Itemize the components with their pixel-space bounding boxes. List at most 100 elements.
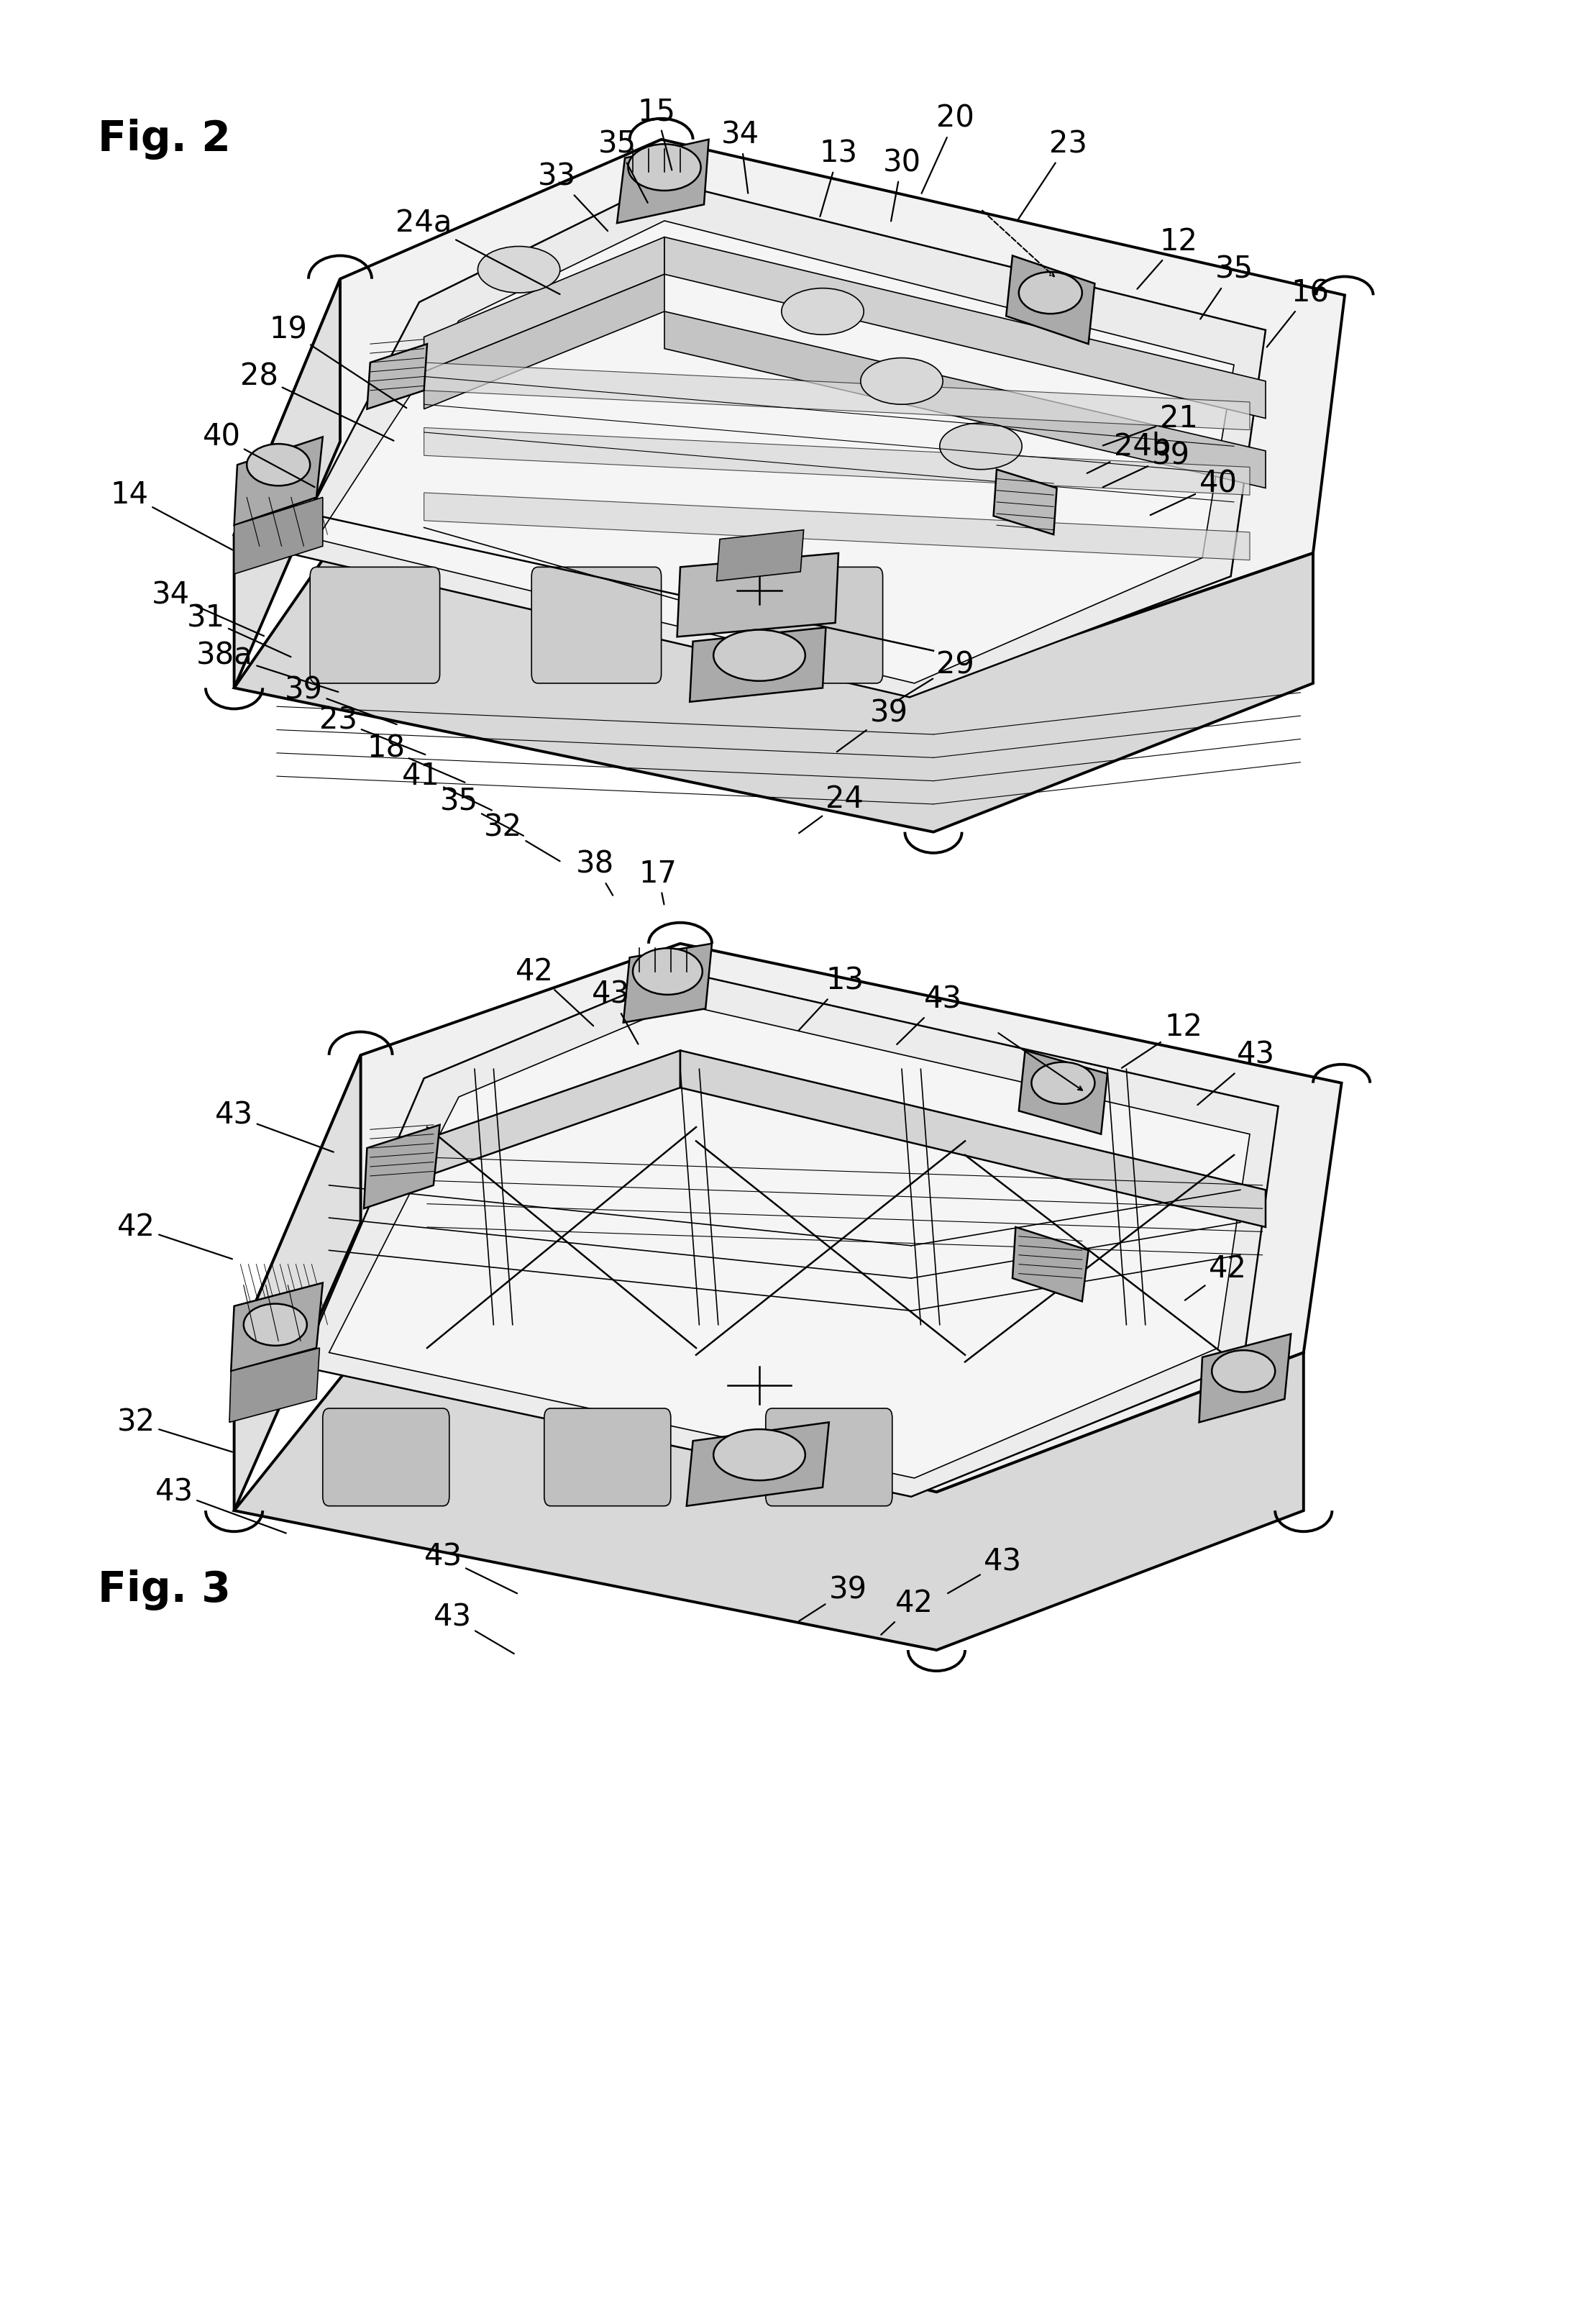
Polygon shape xyxy=(234,437,323,525)
Ellipse shape xyxy=(1019,272,1082,314)
Polygon shape xyxy=(364,1125,440,1208)
Text: 33: 33 xyxy=(538,163,607,230)
Ellipse shape xyxy=(247,444,310,486)
Polygon shape xyxy=(664,311,1266,488)
Text: 43: 43 xyxy=(155,1478,286,1534)
Ellipse shape xyxy=(713,1429,805,1480)
Polygon shape xyxy=(367,344,427,409)
Polygon shape xyxy=(316,221,1234,683)
Polygon shape xyxy=(427,1050,680,1176)
Text: 23: 23 xyxy=(320,706,426,755)
Text: 24a: 24a xyxy=(396,209,560,295)
Text: 39: 39 xyxy=(1103,442,1190,488)
Text: 30: 30 xyxy=(883,149,921,221)
Ellipse shape xyxy=(244,1304,307,1346)
Polygon shape xyxy=(234,1055,361,1511)
Text: 42: 42 xyxy=(881,1590,933,1634)
Text: 41: 41 xyxy=(402,762,492,811)
Polygon shape xyxy=(301,971,1278,1497)
Text: 43: 43 xyxy=(433,1604,514,1655)
Polygon shape xyxy=(229,1348,320,1422)
Text: 39: 39 xyxy=(799,1576,867,1622)
Text: 29: 29 xyxy=(897,651,975,702)
Text: 16: 16 xyxy=(1267,279,1329,346)
Text: 32: 32 xyxy=(117,1408,233,1452)
Ellipse shape xyxy=(633,948,702,995)
Text: 35: 35 xyxy=(598,130,647,202)
Text: 34: 34 xyxy=(721,121,759,193)
Text: 38a: 38a xyxy=(196,641,339,693)
Ellipse shape xyxy=(1212,1350,1275,1392)
Text: 42: 42 xyxy=(1185,1255,1247,1299)
Text: 39: 39 xyxy=(285,676,397,725)
Ellipse shape xyxy=(1031,1062,1095,1104)
Polygon shape xyxy=(234,497,323,574)
Text: 43: 43 xyxy=(592,981,638,1043)
Polygon shape xyxy=(993,469,1057,535)
Polygon shape xyxy=(617,139,709,223)
FancyBboxPatch shape xyxy=(766,1408,892,1506)
Text: 28: 28 xyxy=(240,363,394,442)
Text: 35: 35 xyxy=(440,788,524,837)
FancyBboxPatch shape xyxy=(323,1408,449,1506)
Polygon shape xyxy=(424,237,664,372)
Polygon shape xyxy=(677,553,838,637)
Text: 24b: 24b xyxy=(1087,432,1171,474)
Text: Fig. 3: Fig. 3 xyxy=(98,1569,231,1611)
Text: 42: 42 xyxy=(516,957,593,1025)
Polygon shape xyxy=(1199,1334,1291,1422)
Polygon shape xyxy=(231,1283,323,1371)
Polygon shape xyxy=(1012,1227,1088,1301)
FancyBboxPatch shape xyxy=(532,567,661,683)
Polygon shape xyxy=(234,139,1345,683)
Text: 40: 40 xyxy=(202,423,315,488)
Text: 39: 39 xyxy=(837,700,908,751)
Text: 43: 43 xyxy=(897,985,962,1043)
FancyBboxPatch shape xyxy=(310,567,440,683)
Polygon shape xyxy=(687,1422,829,1506)
Text: 12: 12 xyxy=(1122,1013,1202,1069)
Text: 19: 19 xyxy=(269,316,407,409)
Text: 40: 40 xyxy=(1150,469,1237,516)
Text: 14: 14 xyxy=(111,481,233,551)
Text: 34: 34 xyxy=(152,581,264,637)
FancyBboxPatch shape xyxy=(753,567,883,683)
Polygon shape xyxy=(234,279,340,688)
Text: 24: 24 xyxy=(799,786,864,832)
Polygon shape xyxy=(288,181,1266,697)
Text: 15: 15 xyxy=(638,98,676,170)
Text: 17: 17 xyxy=(639,860,677,904)
Polygon shape xyxy=(680,1050,1266,1227)
Text: 23: 23 xyxy=(1019,130,1087,218)
Text: 18: 18 xyxy=(367,734,465,783)
Polygon shape xyxy=(1006,256,1095,344)
Ellipse shape xyxy=(782,288,864,335)
Polygon shape xyxy=(623,944,712,1023)
Ellipse shape xyxy=(478,246,560,293)
Text: 38: 38 xyxy=(576,851,614,895)
Polygon shape xyxy=(329,1004,1250,1478)
Ellipse shape xyxy=(861,358,943,404)
Text: 32: 32 xyxy=(484,813,560,862)
Text: 43: 43 xyxy=(948,1548,1022,1594)
Polygon shape xyxy=(1019,1050,1107,1134)
Text: 43: 43 xyxy=(215,1102,334,1153)
Text: 13: 13 xyxy=(819,139,857,216)
Polygon shape xyxy=(424,493,1250,560)
Text: 42: 42 xyxy=(117,1213,233,1260)
Polygon shape xyxy=(424,428,1250,495)
Text: 13: 13 xyxy=(799,967,864,1030)
Ellipse shape xyxy=(628,144,701,191)
Text: 31: 31 xyxy=(187,604,291,658)
Ellipse shape xyxy=(713,630,805,681)
Text: 43: 43 xyxy=(1198,1041,1275,1104)
Polygon shape xyxy=(717,530,804,581)
Polygon shape xyxy=(234,944,1342,1492)
Text: 43: 43 xyxy=(424,1543,517,1594)
Text: 21: 21 xyxy=(1103,404,1198,446)
Text: Fig. 2: Fig. 2 xyxy=(98,119,231,160)
Polygon shape xyxy=(234,1353,1304,1650)
Polygon shape xyxy=(424,274,664,409)
Text: 20: 20 xyxy=(922,105,975,193)
Polygon shape xyxy=(664,237,1266,418)
